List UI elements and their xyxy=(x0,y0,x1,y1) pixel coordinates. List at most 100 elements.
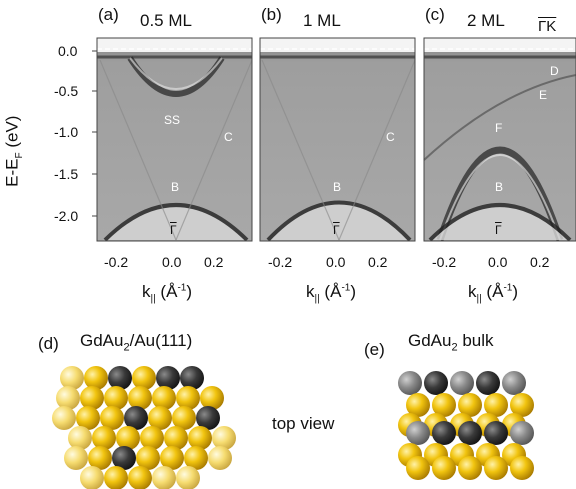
au-atom xyxy=(152,386,176,410)
au-atom xyxy=(172,406,196,430)
y-tick-3: -1.5 xyxy=(54,166,79,182)
gd-atom xyxy=(502,371,526,395)
label-gamma-b: Γ xyxy=(333,223,340,237)
au-atom xyxy=(406,456,430,480)
panel-c-image xyxy=(423,37,576,242)
gd-atom xyxy=(406,421,430,445)
gd-atom xyxy=(196,406,220,430)
gd-atom xyxy=(450,371,474,395)
au-atom xyxy=(128,386,152,410)
au-atom xyxy=(68,426,92,450)
au-atom xyxy=(56,386,80,410)
label-f: F xyxy=(495,121,503,135)
au-atom xyxy=(432,393,456,417)
au-atom xyxy=(160,446,184,470)
label-b-b: B xyxy=(333,180,342,194)
y-tick-1: -0.5 xyxy=(54,83,79,99)
gd-atom xyxy=(476,371,500,395)
direction-label: ΓK xyxy=(538,18,557,35)
au-atom xyxy=(80,466,104,489)
au-atom xyxy=(176,386,200,410)
y-tick-4: -2.0 xyxy=(54,208,79,224)
x-tick-a-1: 0.0 xyxy=(162,254,182,270)
au-atom xyxy=(458,456,482,480)
label-c-b: C xyxy=(386,130,395,144)
au-atom xyxy=(132,366,156,390)
au-atom xyxy=(92,426,116,450)
panel-a-coverage: 0.5 ML xyxy=(140,11,192,30)
x-tick-b-1: 0.0 xyxy=(326,254,346,270)
panel-a-image xyxy=(96,37,253,242)
au-atom xyxy=(188,426,212,450)
au-atom xyxy=(152,466,176,489)
au-atom xyxy=(52,406,76,430)
x-tick-b-0: -0.2 xyxy=(268,254,293,270)
au-atom xyxy=(116,426,140,450)
x-tick-c-1: 0.0 xyxy=(488,254,508,270)
structure-e-tag: (e) xyxy=(364,340,385,359)
panel-b-tag: (b) xyxy=(261,5,282,24)
au-atom xyxy=(64,446,88,470)
gd-atom xyxy=(156,366,180,390)
au-atom xyxy=(212,426,236,450)
x-tick-c-0: -0.2 xyxy=(432,254,457,270)
au-atom xyxy=(128,466,152,489)
x-tick-c-2: 0.2 xyxy=(530,254,550,270)
panel-a-tag: (a) xyxy=(98,5,119,24)
gd-atom xyxy=(398,371,422,395)
gd-atom xyxy=(484,421,508,445)
au-atom xyxy=(140,426,164,450)
structure-d-tag: (d) xyxy=(38,334,59,353)
gd-atom xyxy=(180,366,204,390)
au-atom xyxy=(484,393,508,417)
au-atom xyxy=(176,466,200,489)
au-atom xyxy=(208,446,232,470)
label-ss: SS xyxy=(164,113,181,127)
structure-d-model xyxy=(52,366,236,489)
au-atom xyxy=(76,406,100,430)
gd-atom xyxy=(510,421,534,445)
panel-c-coverage: 2 ML xyxy=(467,11,505,30)
au-atom xyxy=(510,456,534,480)
au-atom xyxy=(184,446,208,470)
top-view-label: top view xyxy=(272,414,335,433)
au-atom xyxy=(164,426,188,450)
axis-ticks xyxy=(92,50,97,217)
panel-c-tag: (c) xyxy=(425,5,445,24)
x-tick-a-2: 0.2 xyxy=(204,254,224,270)
label-d: D xyxy=(550,64,559,78)
gd-atom xyxy=(108,366,132,390)
label-b-c: B xyxy=(495,180,504,194)
au-atom xyxy=(200,386,224,410)
au-atom xyxy=(484,456,508,480)
au-atom xyxy=(432,456,456,480)
gd-atom xyxy=(458,421,482,445)
structure-e-title: GdAu2 bulk xyxy=(408,331,494,354)
y-axis-label: E-EF (eV) xyxy=(2,115,25,187)
structure-e-model xyxy=(398,371,534,480)
au-atom xyxy=(136,446,160,470)
structure-d-title: GdAu2/Au(111) xyxy=(80,331,193,354)
gd-atom xyxy=(432,421,456,445)
au-atom xyxy=(84,366,108,390)
au-atom xyxy=(100,406,124,430)
x-axis-label-a: k|| (Å-1) xyxy=(142,282,193,305)
label-gamma-a: Γ xyxy=(170,223,177,237)
label-e: E xyxy=(539,88,548,102)
au-atom xyxy=(510,393,534,417)
au-atom xyxy=(148,406,172,430)
gd-atom xyxy=(124,406,148,430)
label-b-a: B xyxy=(171,180,180,194)
panel-b-coverage: 1 ML xyxy=(303,11,341,30)
au-atom xyxy=(406,393,430,417)
y-tick-0: 0.0 xyxy=(58,43,78,59)
label-gamma-c: Γ xyxy=(495,223,502,237)
label-c-a: C xyxy=(224,130,233,144)
x-tick-a-0: -0.2 xyxy=(104,254,129,270)
au-atom xyxy=(88,446,112,470)
au-atom xyxy=(60,366,84,390)
gd-atom xyxy=(424,371,448,395)
gd-atom xyxy=(112,446,136,470)
au-atom xyxy=(104,386,128,410)
